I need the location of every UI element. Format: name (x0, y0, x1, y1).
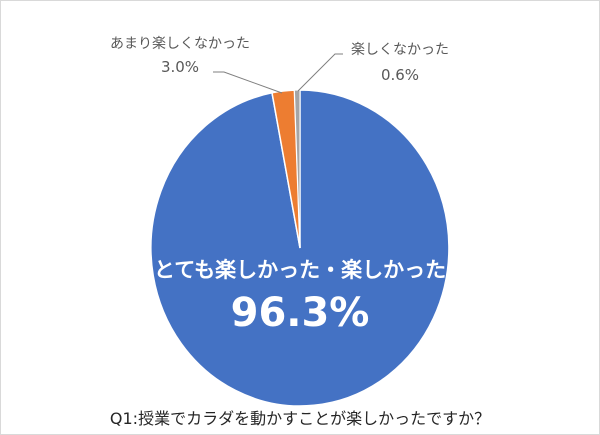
leader-line-gray (297, 53, 343, 92)
pct-very-fun: 96.3% (230, 290, 370, 336)
leader-line-orange (213, 71, 283, 94)
label-very-fun: とても楽しかった・楽しかった (153, 258, 447, 282)
pct-not-very-fun: 3.0% (160, 58, 200, 76)
pct-not-fun: 0.6% (380, 66, 420, 84)
label-not-fun: 楽しくなかった (351, 42, 449, 58)
label-not-very-fun: あまり楽しくなかった (110, 36, 250, 52)
slice-not-fun (293, 89, 301, 249)
chart-title: Q1:授業でカラダを動かすことが楽しかったですか？ (109, 409, 491, 428)
